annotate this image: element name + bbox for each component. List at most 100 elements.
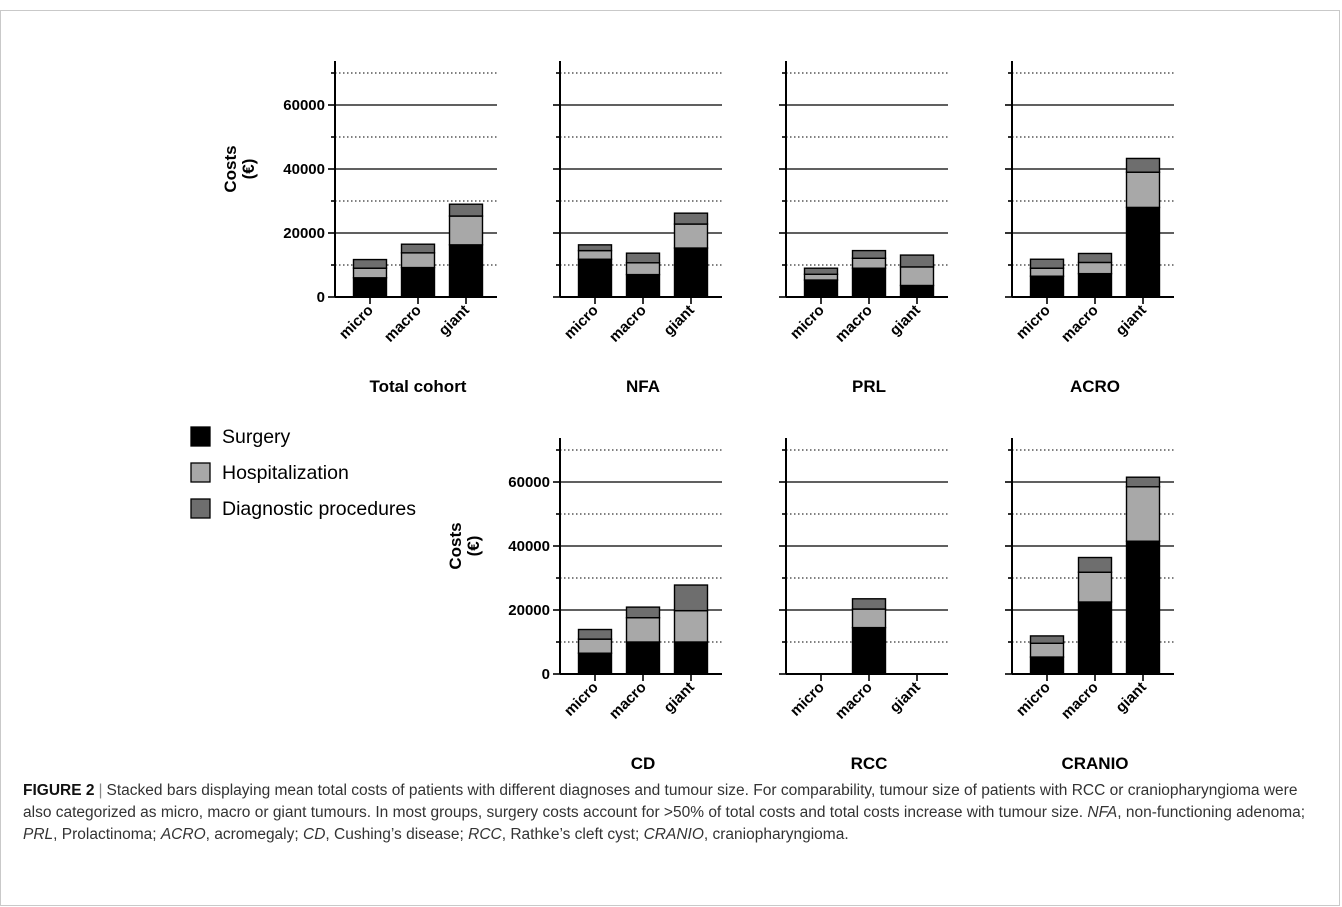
bar-segment-surgery xyxy=(577,258,613,298)
bar-segment-hospitalization xyxy=(1029,267,1065,277)
bar-segment-hospitalization xyxy=(577,249,613,260)
bar-segment-surgery xyxy=(803,279,839,298)
bar-segment-hospitalization xyxy=(899,266,935,287)
y-tick-label: 60000 xyxy=(283,97,325,114)
x-tick-label: giant xyxy=(886,679,923,716)
chart-panel: micro macro giant CRANIO xyxy=(1005,438,1174,773)
bar-segment-hospitalization xyxy=(1125,486,1161,542)
bar-segment-hospitalization xyxy=(673,609,709,643)
x-tick-label: giant xyxy=(660,302,697,339)
bar-segment-hospitalization xyxy=(1077,571,1113,603)
chart-panel: micro macro giant RCC xyxy=(779,438,948,773)
legend-swatch xyxy=(190,462,211,483)
bar-segment-surgery xyxy=(1029,656,1065,675)
bar-segment-hospitalization xyxy=(625,262,661,276)
bar-segment-surgery xyxy=(1077,601,1113,675)
x-tick-label: giant xyxy=(435,302,472,339)
bar-segment-hospitalization xyxy=(851,608,887,629)
bar-segment-diagnostic-procedures xyxy=(1029,635,1065,644)
y-tick-label: 20000 xyxy=(283,225,325,242)
bar-segment-diagnostic-procedures xyxy=(803,267,839,275)
chart-panel: micro macro giant PRL xyxy=(779,61,948,396)
bar-segment-surgery xyxy=(1077,272,1113,298)
figure-label: FIGURE 2 xyxy=(23,782,95,799)
bar-segment-surgery xyxy=(1125,206,1161,298)
bar-segment-hospitalization xyxy=(352,267,388,279)
legend-swatch xyxy=(190,426,211,447)
bar-segment-diagnostic-procedures xyxy=(1077,252,1113,264)
bar-segment-diagnostic-procedures xyxy=(1029,258,1065,269)
legend-swatch xyxy=(190,498,211,519)
x-tick-label: macro xyxy=(832,302,876,346)
abbreviation-definition: , craniopharyngioma. xyxy=(703,826,849,843)
abbreviation-definition: , Cushing’s disease; xyxy=(325,826,469,843)
bar-segment-surgery xyxy=(673,641,709,675)
y-axis-label: (€) xyxy=(464,536,483,557)
bar-segment-surgery xyxy=(673,247,709,298)
x-tick-label: micro xyxy=(336,302,377,343)
bar-segment-diagnostic-procedures xyxy=(1077,556,1113,573)
bar-segment-hospitalization xyxy=(577,638,613,654)
abbreviation-term: CRANIO xyxy=(643,826,704,843)
bar-segment-diagnostic-procedures xyxy=(851,249,887,259)
legend-label: Diagnostic procedures xyxy=(222,498,416,520)
caption-separator: | xyxy=(98,782,103,799)
bar-segment-surgery xyxy=(1029,275,1065,298)
bar-segment-surgery xyxy=(1125,540,1161,675)
abbreviation-definition: , acromegaly; xyxy=(205,826,303,843)
y-axis-label: Costs xyxy=(221,145,240,192)
bar-segment-diagnostic-procedures xyxy=(1125,476,1161,488)
abbreviation-term: CD xyxy=(303,826,326,843)
y-tick-label: 60000 xyxy=(508,474,550,491)
chart-panel: micro macro giant NFA xyxy=(553,61,722,396)
chart-panel: 0 20000 40000 60000 Costs (€) micro macro giant T… xyxy=(221,61,497,396)
bar-segment-diagnostic-procedures xyxy=(673,584,709,612)
bar-segment-diagnostic-procedures xyxy=(400,243,436,254)
y-tick-label: 0 xyxy=(542,666,550,683)
panel-title: CRANIO xyxy=(1061,754,1128,773)
x-tick-label: giant xyxy=(1112,679,1149,716)
panel-title: PRL xyxy=(852,377,886,396)
legend-label: Hospitalization xyxy=(222,462,349,484)
bar-segment-hospitalization xyxy=(625,616,661,643)
bar-segment-surgery xyxy=(577,652,613,675)
bar-segment-hospitalization xyxy=(673,223,709,249)
bar-segment-hospitalization xyxy=(803,273,839,281)
x-tick-label: giant xyxy=(886,302,923,339)
bar-segment-surgery xyxy=(625,641,661,675)
panel-title: CD xyxy=(631,754,656,773)
panel-title: RCC xyxy=(851,754,888,773)
bar-segment-diagnostic-procedures xyxy=(625,252,661,264)
bar-segment-surgery xyxy=(899,284,935,298)
bar-segment-diagnostic-procedures xyxy=(851,598,887,610)
x-tick-label: giant xyxy=(660,679,697,716)
caption-text: Stacked bars displaying mean total costs… xyxy=(23,782,1298,821)
chart-legend: Surgery Hospitalization Diagnostic procedu… xyxy=(190,426,416,520)
abbreviation-definition: , non-functioning adenoma; xyxy=(1117,804,1306,821)
bar-segment-surgery xyxy=(851,626,887,675)
bar-segment-diagnostic-procedures xyxy=(448,203,484,217)
bar-segment-diagnostic-procedures xyxy=(1125,157,1161,173)
bar-segment-diagnostic-procedures xyxy=(577,628,613,640)
abbreviation-term: ACRO xyxy=(160,826,206,843)
bar-segment-surgery xyxy=(448,244,484,298)
bar-segment-hospitalization xyxy=(1029,642,1065,658)
abbreviation-term: PRL xyxy=(23,826,54,843)
x-tick-label: giant xyxy=(1112,302,1149,339)
abbreviation-term: RCC xyxy=(468,826,502,843)
panel-title: Total cohort xyxy=(370,377,467,396)
bar-segment-hospitalization xyxy=(1125,171,1161,209)
bar-segment-hospitalization xyxy=(448,215,484,246)
y-tick-label: 0 xyxy=(317,289,325,306)
y-axis-label: Costs xyxy=(446,522,465,569)
chart-panel: micro macro giant ACRO xyxy=(1005,61,1174,396)
bar-segment-hospitalization xyxy=(1077,261,1113,275)
abbreviation-term: NFA xyxy=(1087,804,1118,821)
legend-label: Surgery xyxy=(222,426,291,448)
abbreviation-definition: , Prolactinoma; xyxy=(53,826,161,843)
abbreviation-list: NFA, non-functioning adenoma; PRL, Prola… xyxy=(23,804,1305,843)
y-tick-label: 40000 xyxy=(283,161,325,178)
panel-title: NFA xyxy=(626,377,660,396)
x-tick-label: micro xyxy=(787,679,828,720)
figure-caption: FIGURE 2 | Stacked bars displaying mean to… xyxy=(23,780,1323,846)
